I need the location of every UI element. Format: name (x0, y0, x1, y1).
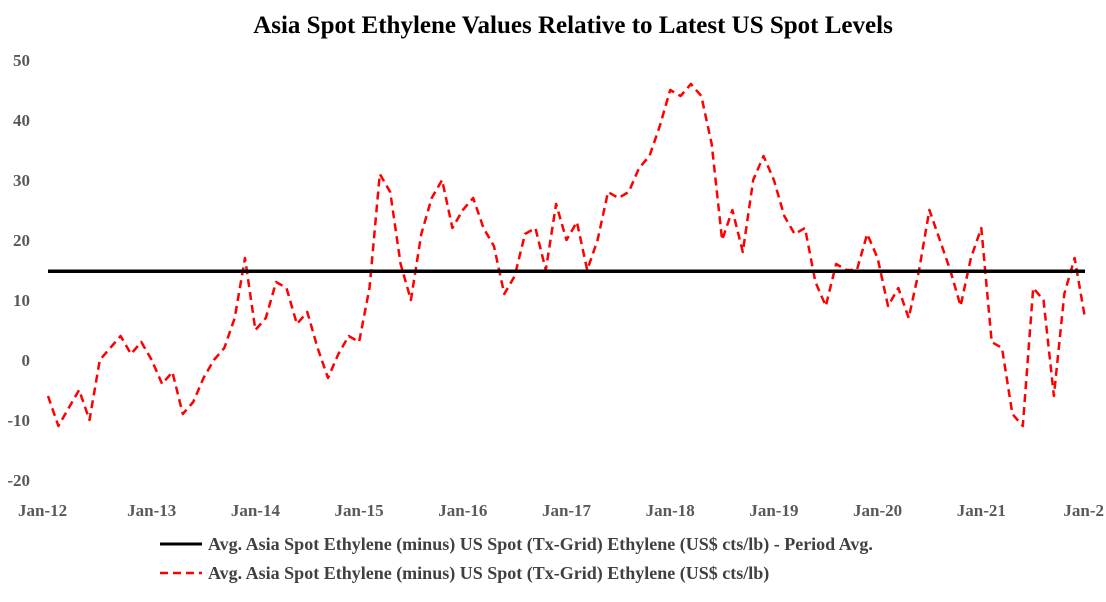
legend: Avg. Asia Spot Ethylene (minus) US Spot … (160, 534, 873, 584)
legend-label-period-avg: Avg. Asia Spot Ethylene (minus) US Spot … (208, 534, 873, 555)
x-tick-label: Jan-18 (646, 501, 695, 520)
x-tick-label: Jan-17 (542, 501, 592, 520)
x-tick-label: Jan-16 (438, 501, 487, 520)
y-tick-label: -20 (7, 471, 30, 490)
x-tick-label: Jan-21 (957, 501, 1006, 520)
x-tick-label: Jan-19 (749, 501, 798, 520)
y-tick-label: 10 (13, 291, 30, 310)
x-tick-label: Jan-20 (853, 501, 902, 520)
chart-title: Asia Spot Ethylene Values Relative to La… (253, 12, 893, 39)
x-tick-label: Jan-2 (1063, 501, 1104, 520)
legend-label-spread: Avg. Asia Spot Ethylene (minus) US Spot … (208, 563, 769, 584)
y-tick-label: 20 (13, 231, 30, 250)
y-tick-label: 30 (13, 171, 30, 190)
plot-area (46, 82, 1087, 428)
y-axis-ticks: -20 -10 0 10 20 30 40 50 (7, 51, 30, 490)
y-tick-label: -10 (7, 411, 30, 430)
y-tick-label: 50 (13, 51, 30, 70)
x-tick-label: Jan-14 (231, 501, 281, 520)
y-tick-label: 40 (13, 111, 30, 130)
spread-series-line (46, 82, 1087, 428)
x-tick-label: Jan-15 (335, 501, 384, 520)
x-tick-label: Jan-12 (18, 501, 67, 520)
y-tick-label: 0 (22, 351, 31, 370)
x-tick-label: Jan-13 (127, 501, 176, 520)
x-axis-ticks: Jan-12 Jan-13 Jan-14 Jan-15 Jan-16 Jan-17 Jan-… (18, 501, 1104, 520)
